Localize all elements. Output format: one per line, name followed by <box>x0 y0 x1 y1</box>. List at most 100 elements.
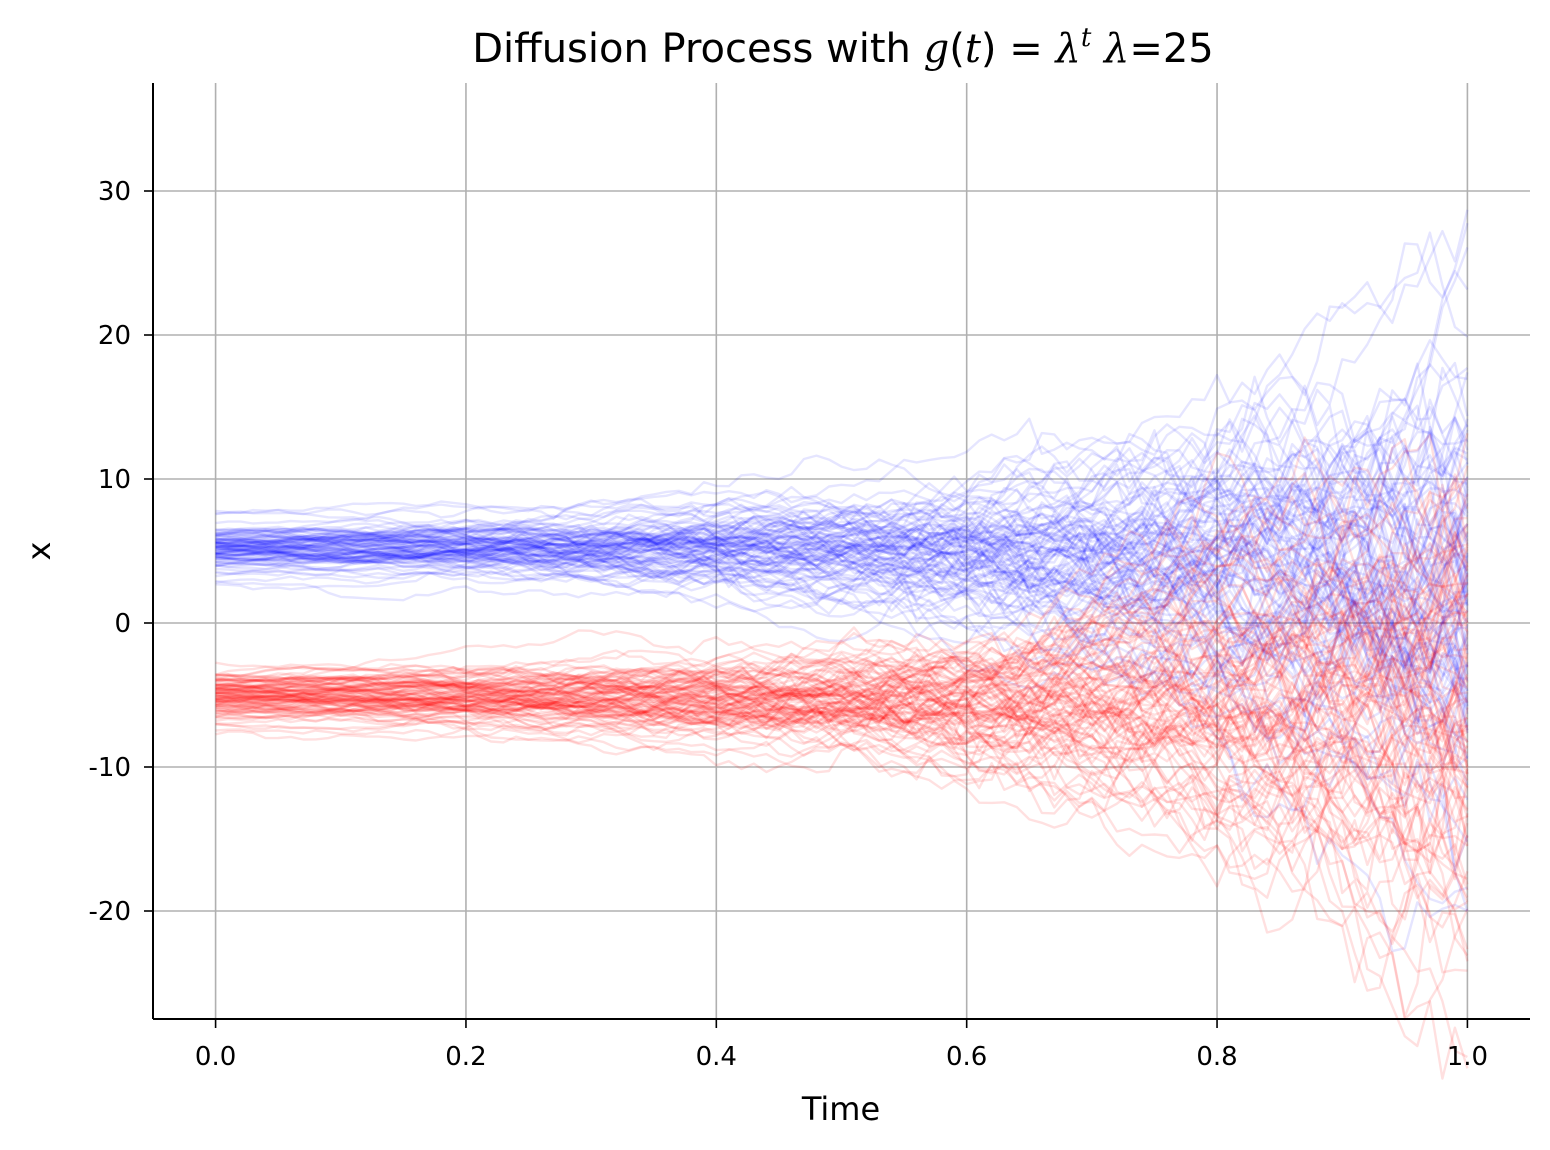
diffusion-path-blue <box>215 420 1468 607</box>
diffusion-path-blue <box>215 242 1469 558</box>
diffusion-path-red <box>215 522 1469 730</box>
x-axis-label: Time <box>801 1090 880 1128</box>
diffusion-path-blue <box>215 512 1468 742</box>
x-tick-label: 0.2 <box>445 1042 486 1072</box>
diffusion-path-red <box>215 498 1469 699</box>
diffusion-path-red <box>215 614 1468 732</box>
diffusion-path-red <box>215 495 1469 773</box>
diffusion-path-red <box>215 692 1469 957</box>
diffusion-path-red <box>215 697 1469 962</box>
diffusion-path-blue <box>215 372 1469 576</box>
diffusion-path-red <box>215 514 1469 680</box>
diffusion-path-blue <box>215 417 1469 616</box>
diffusion-path-red <box>215 696 1469 1018</box>
diffusion-path-blue <box>215 438 1468 601</box>
diffusion-path-red <box>215 511 1468 757</box>
diffusion-path-blue <box>215 384 1469 658</box>
diffusion-path-blue <box>215 493 1469 626</box>
diffusion-path-blue <box>215 511 1468 714</box>
diffusion-path-blue <box>215 353 1468 603</box>
diffusion-path-blue <box>215 559 1469 872</box>
diffusion-path-red <box>215 635 1469 771</box>
diffusion-path-red <box>215 576 1468 780</box>
diffusion-path-blue <box>215 488 1469 742</box>
diffusion-path-red <box>215 693 1469 835</box>
diffusion-path-blue <box>215 457 1469 551</box>
diffusion-path-red <box>215 592 1469 715</box>
diffusion-path-blue <box>215 526 1468 632</box>
diffusion-path-red <box>215 548 1469 730</box>
y-axis-label: x <box>20 542 58 561</box>
diffusion-path-blue <box>215 246 1469 590</box>
diffusion-path-red <box>215 678 1469 828</box>
diffusion-path-red <box>215 611 1469 749</box>
diffusion-path-blue <box>215 427 1469 588</box>
diffusion-path-red <box>215 524 1469 723</box>
diffusion-path-red <box>215 436 1469 731</box>
diffusion-path-red <box>215 584 1469 752</box>
diffusion-path-red <box>215 676 1469 909</box>
diffusion-path-red <box>215 572 1469 765</box>
x-ticks: 0.0 0.2 0.4 0.6 0.8 1.0 <box>195 1019 1488 1072</box>
diffusion-path-blue <box>215 496 1469 599</box>
diffusion-path-blue <box>215 222 1469 599</box>
diffusion-path-blue <box>215 497 1469 664</box>
diffusion-path-blue <box>215 498 1469 639</box>
diffusion-path-red <box>215 661 1469 853</box>
diffusion-path-blue <box>215 523 1469 694</box>
diffusion-path-red <box>215 702 1469 1048</box>
diffusion-path-blue <box>215 485 1469 682</box>
y-tick-label: 0 <box>114 609 131 639</box>
diffusion-path-blue <box>215 476 1469 652</box>
diffusion-path-red <box>215 530 1469 720</box>
diffusion-path-blue <box>215 534 1469 692</box>
diffusion-path-blue <box>215 507 1469 771</box>
diffusion-path-blue <box>215 469 1469 608</box>
diffusion-path-blue <box>215 499 1469 754</box>
diffusion-path-red <box>215 495 1469 698</box>
diffusion-path-red <box>215 684 1469 885</box>
diffusion-path-red <box>215 655 1469 946</box>
diffusion-path-blue <box>215 540 1469 770</box>
diffusion-path-blue <box>215 536 1468 905</box>
x-tick-label: 0.4 <box>696 1042 737 1072</box>
diffusion-path-red <box>215 558 1469 718</box>
diffusion-path-blue <box>215 536 1469 912</box>
diffusion-path-red <box>215 613 1469 839</box>
diffusion-path-blue <box>215 518 1469 679</box>
diffusion-path-blue <box>215 397 1469 665</box>
diffusion-path-red <box>215 574 1469 754</box>
y-tick-label: -10 <box>89 753 131 783</box>
diffusion-path-red <box>215 572 1469 743</box>
diffusion-path-blue <box>215 429 1469 591</box>
diffusion-path-blue <box>215 540 1469 739</box>
diffusion-path-red <box>215 674 1469 901</box>
diffusion-path-red <box>215 660 1469 833</box>
diffusion-path-red <box>215 493 1469 733</box>
diffusion-path-red <box>215 438 1469 724</box>
diffusion-path-red <box>215 673 1469 933</box>
diffusion-path-blue <box>215 462 1469 711</box>
diffusion-path-blue <box>215 520 1469 706</box>
diffusion-path-blue <box>215 524 1468 635</box>
diffusion-path-blue <box>215 524 1469 715</box>
diffusion-path-red <box>215 666 1469 853</box>
diffusion-path-blue <box>215 518 1469 692</box>
diffusion-path-red <box>215 519 1469 709</box>
diffusion-path-red <box>215 687 1468 911</box>
diffusion-path-red <box>215 566 1469 731</box>
diffusion-path-blue <box>215 366 1469 565</box>
diffusion-path-red <box>215 451 1469 741</box>
diffusion-path-red <box>215 490 1468 744</box>
diffusion-path-blue <box>215 583 1468 953</box>
diffusion-path-red <box>215 640 1469 818</box>
diffusion-path-red <box>215 686 1468 992</box>
y-tick-label: 30 <box>98 177 131 207</box>
diffusion-path-red <box>215 666 1469 929</box>
diffusion-path-red <box>215 684 1469 1080</box>
diffusion-path-blue <box>215 532 1469 722</box>
diffusion-path-red <box>215 472 1468 708</box>
diffusion-path-blue <box>215 543 1469 819</box>
diffusion-path-blue <box>215 515 1468 655</box>
